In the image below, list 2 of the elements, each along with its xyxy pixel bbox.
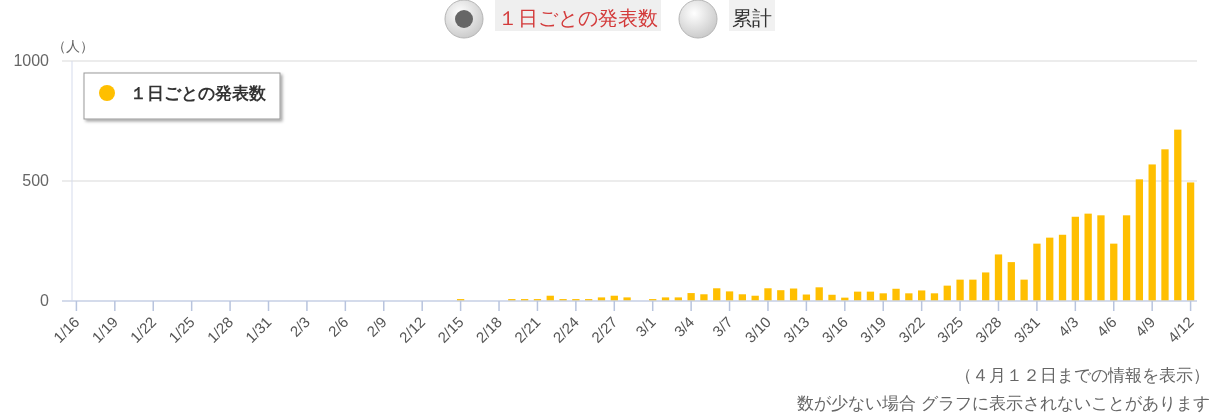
note: （４月１２日までの情報を表示） [955, 366, 1210, 385]
note: 数が少ない場合 グラフに表示されないことがあります [797, 394, 1210, 413]
